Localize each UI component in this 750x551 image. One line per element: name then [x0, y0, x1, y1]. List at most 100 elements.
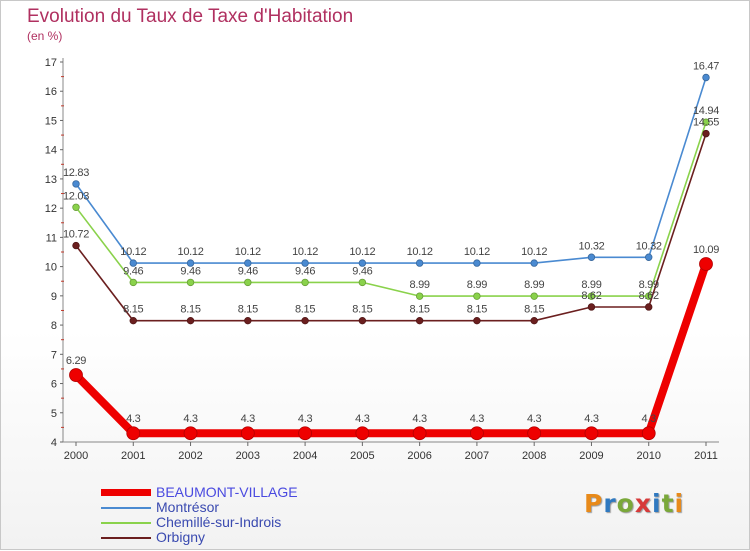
- data-point-orbigny: [358, 316, 367, 325]
- data-label-montr-sor: 10.32: [636, 240, 662, 252]
- data-point-orbigny: [244, 316, 252, 325]
- data-point-beaumont-village: [584, 426, 599, 441]
- data-label-beaumont-village: 4.3: [355, 413, 370, 425]
- data-point-chemill-sur-indrois: [186, 278, 195, 287]
- data-point-montr-sor: [473, 259, 481, 267]
- data-point-beaumont-village: [412, 426, 427, 441]
- data-point-beaumont-village: [527, 426, 542, 441]
- y-tick-label: 9: [51, 291, 57, 303]
- x-tick-label: 2002: [178, 450, 202, 462]
- series-group: [69, 73, 713, 441]
- data-point-montr-sor: [587, 253, 596, 261]
- logo-letter: t: [661, 489, 675, 518]
- data-point-orbigny: [702, 129, 710, 138]
- data-point-orbigny: [72, 241, 80, 250]
- x-tick-label: 2003: [236, 450, 260, 462]
- data-label-montr-sor: 10.12: [464, 246, 490, 258]
- data-label-montr-sor: 10.12: [292, 246, 318, 258]
- data-label-chemill-sur-indrois: 9.46: [295, 265, 315, 277]
- data-point-orbigny: [530, 316, 538, 325]
- data-point-montr-sor: [415, 259, 424, 267]
- data-label-montr-sor: 10.32: [578, 240, 604, 252]
- data-point-montr-sor: [702, 73, 710, 82]
- data-label-montr-sor: 10.12: [521, 246, 547, 258]
- series-line-chemill-sur-indrois: [75, 121, 707, 297]
- data-label-chemill-sur-indrois: 9.46: [123, 265, 143, 277]
- x-tick-label: 2009: [579, 450, 603, 462]
- data-label-beaumont-village: 4.3: [241, 413, 256, 425]
- data-point-orbigny: [645, 303, 653, 311]
- data-point-montr-sor: [645, 253, 653, 261]
- x-tick-label: 2011: [694, 450, 718, 462]
- data-point-orbigny: [473, 316, 481, 325]
- data-label-montr-sor: 10.12: [349, 246, 375, 258]
- data-label-orbigny: 8.15: [180, 304, 200, 316]
- data-label-chemill-sur-indrois: 8.99: [639, 279, 659, 291]
- data-label-chemill-sur-indrois: 8.99: [524, 279, 544, 291]
- x-tick-label: 2007: [465, 450, 489, 462]
- logo-letter: i: [674, 489, 685, 518]
- y-tick-label: 5: [51, 408, 57, 420]
- data-label-chemill-sur-indrois: 8.99: [467, 279, 487, 291]
- y-tick-label: 7: [51, 349, 57, 361]
- series-line-orbigny: [75, 133, 707, 322]
- x-tick-label: 2000: [64, 450, 88, 462]
- data-point-beaumont-village: [355, 426, 370, 441]
- series-line-montr-sor: [75, 77, 707, 264]
- legend-label: Chemillé-sur-Indrois: [156, 514, 282, 530]
- data-point-beaumont-village: [641, 426, 656, 441]
- data-point-orbigny: [301, 316, 309, 325]
- data-label-beaumont-village: 4.3: [298, 413, 313, 425]
- proxiti-logo: Proxiti: [584, 489, 684, 518]
- data-point-beaumont-village: [183, 426, 198, 441]
- data-label-beaumont-village: 4.3: [126, 413, 141, 425]
- data-label-orbigny: 14.55: [693, 117, 719, 129]
- data-label-orbigny: 8.15: [467, 304, 487, 316]
- data-point-orbigny: [587, 303, 596, 311]
- data-point-orbigny: [415, 316, 424, 325]
- data-point-beaumont-village: [126, 426, 141, 441]
- y-tick-label: 17: [45, 57, 57, 69]
- data-point-beaumont-village: [298, 426, 312, 441]
- data-label-montr-sor: 10.12: [407, 246, 433, 258]
- logo-letter: i: [652, 489, 662, 518]
- data-label-montr-sor: 10.12: [178, 246, 204, 258]
- data-label-chemill-sur-indrois: 9.46: [352, 265, 372, 277]
- y-tick-label: 14: [45, 145, 57, 157]
- logo-letter: x: [634, 489, 652, 518]
- data-label-beaumont-village: 4.3: [412, 413, 427, 425]
- data-point-montr-sor: [358, 259, 367, 267]
- legend-swatch: [101, 522, 151, 524]
- data-label-chemill-sur-indrois: 9.46: [238, 265, 258, 277]
- data-point-chemill-sur-indrois: [415, 292, 424, 300]
- data-point-chemill-sur-indrois: [587, 292, 596, 300]
- y-tick-label: 6: [51, 379, 57, 391]
- chart-title: Evolution du Taux de Taxe d'Habitation: [27, 6, 354, 27]
- data-labels-group: 12.03 9.46 9.46 9.46 9.46 9.46 8.99 8.99 8.99 8.9…: [63, 60, 720, 425]
- y-tick-label: 15: [45, 115, 57, 127]
- logo-letter: P: [584, 489, 604, 518]
- chart-unit-label: (en %): [27, 29, 63, 43]
- data-point-beaumont-village: [69, 368, 83, 382]
- data-point-beaumont-village: [240, 426, 255, 441]
- x-tick-label: 2001: [121, 450, 145, 462]
- logo-letter: r: [603, 489, 617, 518]
- data-label-orbigny: 10.72: [63, 229, 89, 241]
- legend-label: Orbigny: [156, 529, 206, 545]
- x-tick-label: 2008: [522, 450, 546, 462]
- data-label-orbigny: 8.15: [295, 304, 315, 316]
- data-point-orbigny: [129, 316, 137, 325]
- axes-group: 4 5 6 7 8 9 10 11 12 13 14 15 16 17 2000 2001 2002 2003 20…: [45, 57, 719, 462]
- y-tick-label: 11: [46, 232, 57, 244]
- data-point-montr-sor: [244, 259, 252, 267]
- data-label-orbigny: 8.15: [352, 304, 372, 316]
- legend-swatch: [101, 489, 151, 496]
- data-point-chemill-sur-indrois: [358, 278, 367, 287]
- data-label-beaumont-village: 4.3: [470, 413, 485, 425]
- legend-label: BEAUMONT-VILLAGE: [156, 484, 298, 500]
- data-point-chemill-sur-indrois: [702, 118, 710, 126]
- data-label-montr-sor: 10.12: [120, 246, 146, 258]
- data-label-orbigny: 8.15: [123, 304, 143, 316]
